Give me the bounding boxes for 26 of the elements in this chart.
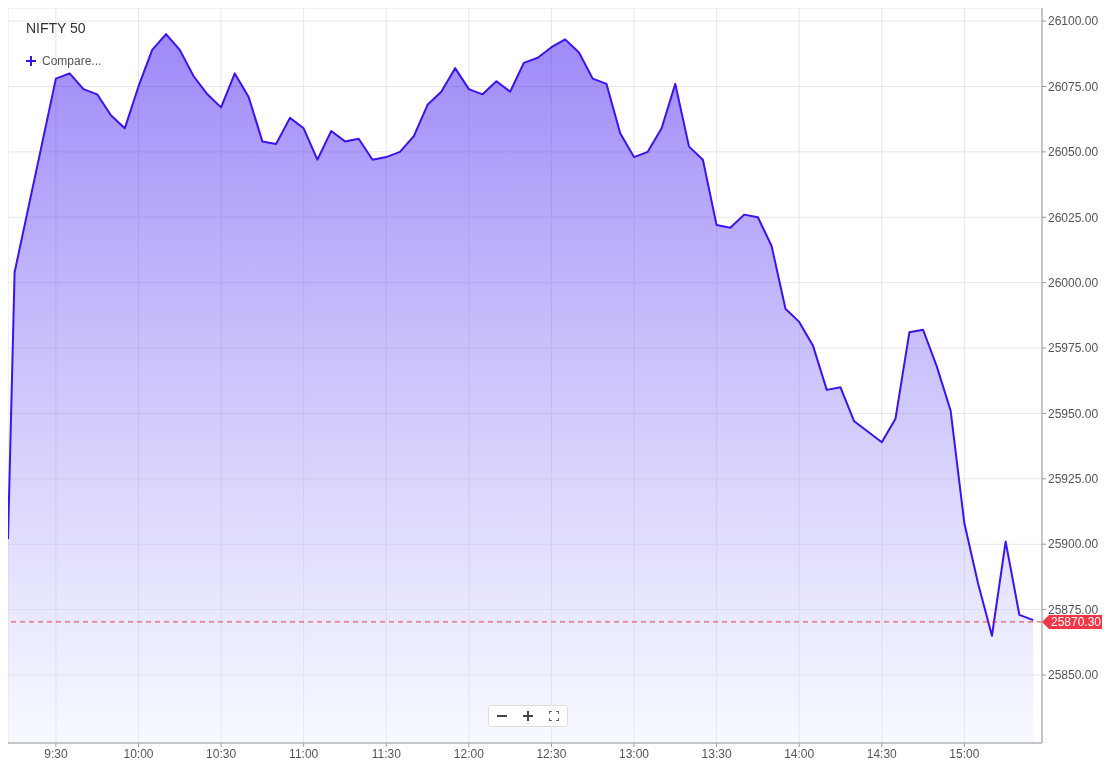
x-tick-label: 11:00 [289, 746, 319, 761]
annotation: Compare... [42, 54, 102, 68]
y-tick-label: 26075.00 [1048, 79, 1099, 94]
y-tick-label: 26100.00 [1048, 14, 1099, 29]
y-tick-label: 25950.00 [1048, 406, 1099, 421]
x-tick-label: 11:30 [371, 746, 402, 761]
x-tick-label: 10:00 [123, 746, 154, 761]
x-tick-label: 10:30 [206, 746, 237, 761]
text: NIFTY 50 [26, 20, 86, 36]
y-tick-label: 26000.00 [1048, 275, 1099, 290]
x-tick-label: 13:30 [701, 746, 732, 761]
x-tick-label: 12:30 [536, 746, 567, 761]
x-tick-label: 13:00 [619, 746, 650, 761]
y-tick-label: 26025.00 [1048, 210, 1099, 225]
x-tick-label: 15:00 [949, 746, 980, 761]
y-tick-label: 25850.00 [1048, 668, 1099, 683]
y-tick-label: 25900.00 [1048, 537, 1099, 552]
x-tick-label: 9:30 [44, 746, 68, 761]
y-tick-label: 25875.00 [1048, 602, 1099, 617]
y-tick-label: 25925.00 [1048, 472, 1099, 487]
y-tick-label: 26050.00 [1048, 145, 1099, 160]
y-tick-label: 25975.00 [1048, 341, 1099, 356]
x-tick-label: 14:30 [866, 746, 898, 761]
ref-line-label: 25870.30 [1050, 614, 1102, 629]
x-tick-label: 14:00 [784, 746, 815, 761]
x-tick-label: 12:00 [453, 746, 485, 761]
